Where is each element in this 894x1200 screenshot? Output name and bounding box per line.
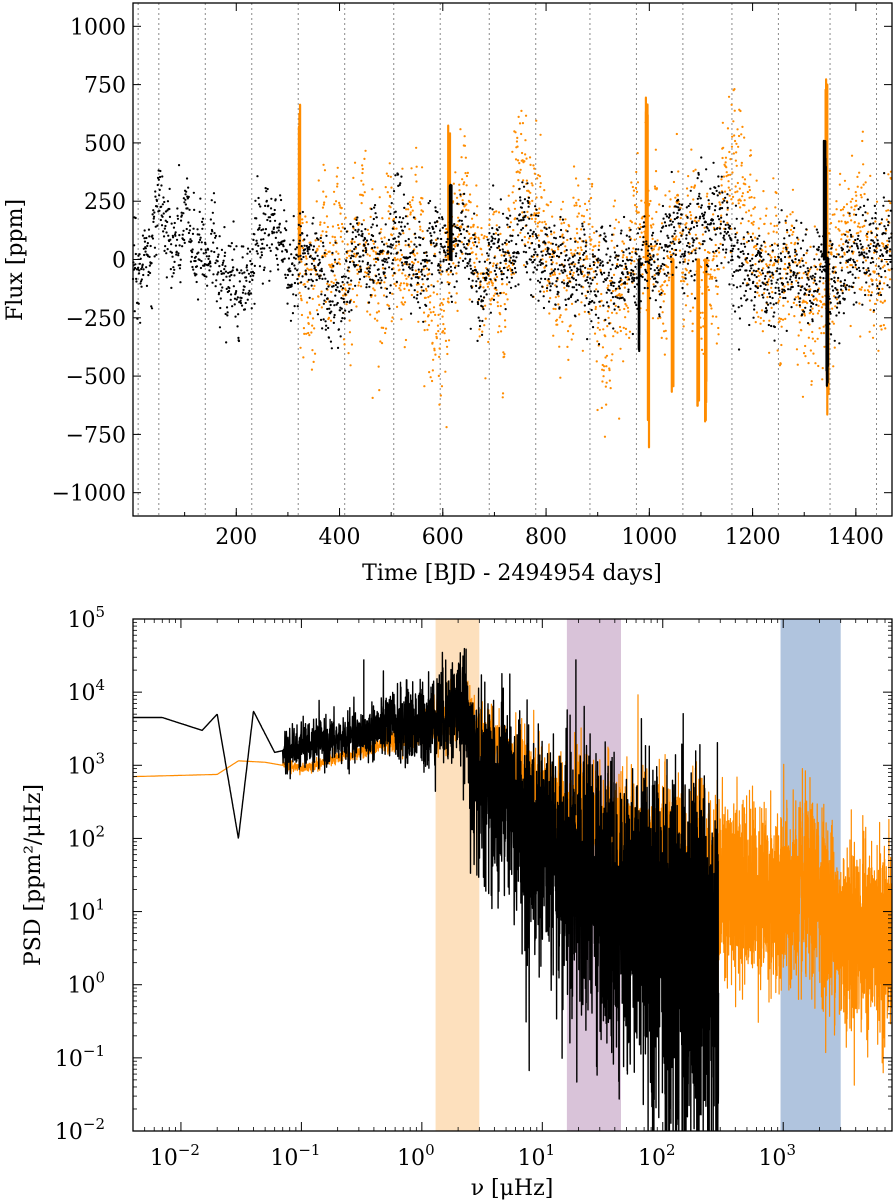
x-tick-label-5: 1200 [725, 525, 781, 550]
lightcurve-x-axis-label: Time [BJD - 2494954 days] [362, 561, 662, 586]
psd-y-tick-label-0: 10−2 [55, 1115, 105, 1145]
psd-y-tick-label-4: 102 [67, 822, 105, 852]
psd-x-tick-label-5: 103 [758, 1141, 796, 1171]
y-tick-label-8: −1000 [52, 482, 126, 507]
y-tick-label-7: −750 [66, 423, 126, 448]
psd-y-axis-label: PSD [ppm²/μHz] [21, 784, 46, 966]
psd-x-tick-label-3: 101 [518, 1141, 556, 1171]
psd-y-tick-label-2: 100 [67, 969, 105, 999]
psd-x-tick-label-1: 10−1 [270, 1141, 320, 1171]
psd-lines [133, 647, 892, 1131]
psd-x-tick-label-4: 102 [638, 1141, 676, 1171]
psd-plot-frame [132, 618, 893, 1132]
y-tick-label-5: −250 [66, 307, 126, 332]
psd-series-1 [133, 647, 720, 1131]
psd-y-tick-label-5: 103 [67, 749, 105, 779]
psd-y-tick-label-7: 105 [67, 603, 105, 633]
psd-y-tick-label-3: 101 [67, 896, 105, 926]
psd-y-tick-label-1: 10−1 [55, 1042, 105, 1072]
x-tick-label-4: 1000 [621, 525, 677, 550]
y-tick-label-2: 500 [84, 132, 126, 157]
psd-x-axis-label: ν [μHz] [471, 1176, 554, 1200]
x-tick-label-6: 1400 [828, 525, 884, 550]
y-tick-label-3: 250 [84, 190, 126, 215]
x-tick-label-2: 600 [422, 525, 464, 550]
x-tick-label-1: 400 [319, 525, 361, 550]
y-tick-label-1: 750 [84, 74, 126, 99]
psd-x-tick-label-0: 10−2 [150, 1141, 200, 1171]
lightcurve-ticks: 200 400 600 800 1000 1200 1400 1000 750 500 250 0 −2… [52, 3, 892, 550]
psd-x-tick-label-2: 100 [397, 1141, 435, 1171]
x-tick-label-3: 800 [525, 525, 567, 550]
y-tick-label-4: 0 [112, 249, 126, 274]
lightcurve-y-axis-label: Flux [ppm] [3, 199, 28, 321]
x-tick-label-0: 200 [215, 525, 257, 550]
lightcurve-panel: 200 400 600 800 1000 1200 1400 1000 750 500 250 0 −2… [3, 2, 893, 586]
psd-ticks: 10−2 10−1 100 101 102 103 10−2 10−1 100 101 102 103… [55, 603, 892, 1171]
y-tick-label-6: −500 [66, 365, 126, 390]
psd-y-tick-label-6: 104 [67, 676, 105, 706]
y-tick-label-0: 1000 [70, 15, 126, 40]
psd-panel: 10−2 10−1 100 101 102 103 10−2 10−1 100 101 102 103… [21, 603, 893, 1200]
lightcurve-plot-area-bg [133, 3, 892, 516]
